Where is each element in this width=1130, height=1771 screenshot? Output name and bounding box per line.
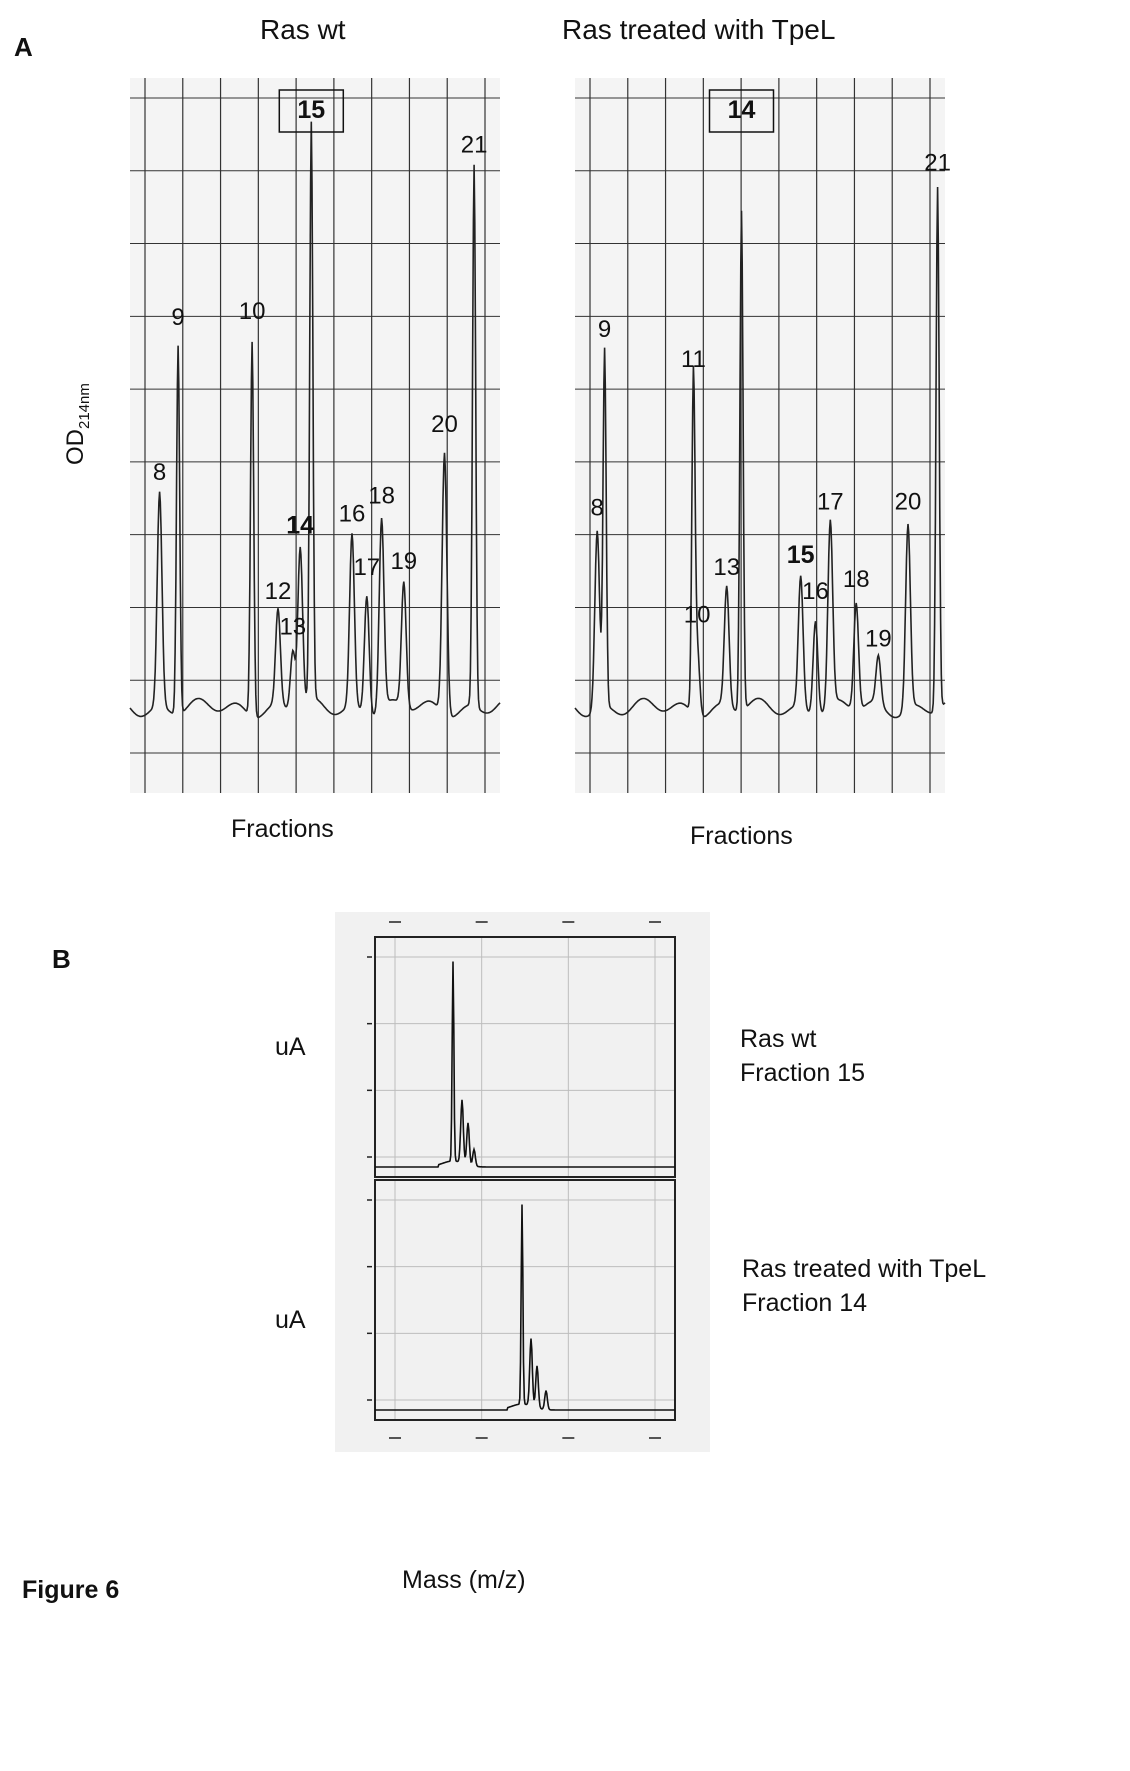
x-axis-label-right: Fractions — [690, 822, 793, 850]
spectrum-frame — [374, 936, 676, 1178]
y-axis-label-main: OD — [62, 429, 89, 465]
chromatogram-ras-tpel: 8 9 10 11 13 14 15 16 17 18 19 20 21 — [574, 78, 951, 793]
chromatogram-paper — [575, 78, 945, 793]
figure-caption: Figure 6 — [22, 1576, 120, 1604]
boxed-peak-frame — [278, 89, 345, 133]
spectrum-frame — [374, 1179, 676, 1421]
chart-title-ras-tpel: Ras treated with TpeL — [562, 14, 836, 45]
peak-label-14: 14 — [728, 96, 756, 124]
peak-label-15: 15 — [297, 96, 325, 124]
peak-label-9: 9 — [171, 304, 184, 331]
peak-label-21: 21 — [461, 132, 488, 159]
peak-label-16: 16 — [339, 500, 366, 527]
mass-spectra — [335, 912, 710, 1452]
peak-label-18: 18 — [843, 566, 870, 593]
x-axis-label-mass: Mass (m/z) — [402, 1566, 526, 1594]
annotation-upper-line2: Fraction 15 — [740, 1059, 866, 1087]
y-axis-label-sub: 214nm — [75, 383, 93, 429]
boxed-peak-frame — [708, 89, 775, 133]
y-axis-label: OD214nm — [62, 383, 93, 465]
spectrum-trace-1 — [375, 961, 675, 1168]
peak-label-8: 8 — [591, 495, 604, 522]
x-axis-label-left: Fractions — [231, 815, 334, 843]
peak-label-13: 13 — [279, 614, 306, 641]
peak-label-15: 15 — [787, 541, 815, 569]
chromatogram-ras-wt: 8 9 10 12 13 14 15 16 17 18 19 20 21 — [129, 78, 501, 793]
peak-label-20: 20 — [431, 411, 458, 438]
peak-label-19: 19 — [865, 625, 892, 652]
peak-label-10: 10 — [239, 298, 266, 325]
peak-label-11: 11 — [681, 346, 706, 373]
chart-title-ras-wt: Ras wt — [260, 14, 346, 45]
spectrum-trace-2 — [375, 1204, 675, 1411]
annotation-lower-line1: Ras treated with TpeL — [742, 1255, 987, 1283]
peak-label-17: 17 — [353, 554, 380, 581]
peak-label-8: 8 — [153, 459, 166, 486]
chromatogram-trace — [574, 186, 946, 719]
chromatogram-trace — [129, 121, 501, 719]
annotation-lower-spectrum: Ras treated with TpeL Fraction 14 — [742, 1252, 986, 1320]
y-label-lower-spectrum: uA — [275, 1306, 306, 1334]
panel-a-letter: A — [14, 32, 33, 62]
peak-label-20: 20 — [895, 489, 922, 516]
peak-label-9: 9 — [598, 316, 611, 343]
peak-label-18: 18 — [368, 483, 395, 510]
peak-label-13: 13 — [713, 554, 740, 581]
annotation-lower-line2: Fraction 14 — [742, 1289, 868, 1317]
peak-label-17: 17 — [817, 489, 844, 516]
peak-label-19: 19 — [390, 548, 417, 575]
peak-label-14: 14 — [286, 511, 314, 539]
annotation-upper-line1: Ras wt — [740, 1025, 817, 1053]
peak-label-10: 10 — [684, 602, 711, 629]
peak-label-12: 12 — [265, 578, 292, 605]
y-label-upper-spectrum: uA — [275, 1033, 306, 1061]
annotation-upper-spectrum: Ras wt Fraction 15 — [740, 1022, 865, 1090]
spectra-paper — [335, 912, 710, 1452]
peak-label-21: 21 — [924, 149, 951, 176]
panel-b-letter: B — [52, 944, 71, 974]
peak-label-16: 16 — [802, 578, 829, 605]
